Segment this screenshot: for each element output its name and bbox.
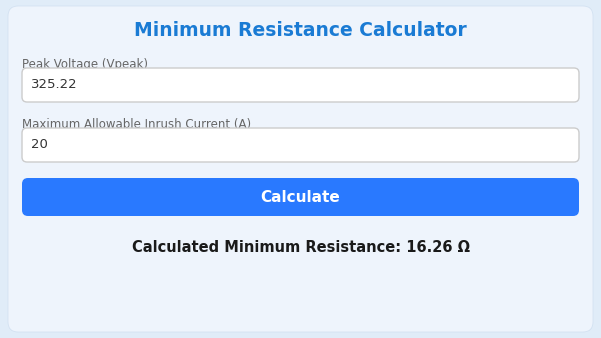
FancyBboxPatch shape bbox=[22, 128, 579, 162]
Text: 325.22: 325.22 bbox=[31, 78, 78, 92]
Text: Maximum Allowable Inrush Current (A): Maximum Allowable Inrush Current (A) bbox=[22, 118, 251, 131]
FancyBboxPatch shape bbox=[8, 6, 593, 332]
Text: Calculated Minimum Resistance: 16.26 Ω: Calculated Minimum Resistance: 16.26 Ω bbox=[132, 241, 469, 256]
Text: Calculate: Calculate bbox=[261, 190, 340, 204]
FancyBboxPatch shape bbox=[22, 178, 579, 216]
FancyBboxPatch shape bbox=[22, 68, 579, 102]
Text: Peak Voltage (Vpeak): Peak Voltage (Vpeak) bbox=[22, 58, 148, 71]
Text: Minimum Resistance Calculator: Minimum Resistance Calculator bbox=[134, 21, 467, 40]
Text: 20: 20 bbox=[31, 139, 48, 151]
